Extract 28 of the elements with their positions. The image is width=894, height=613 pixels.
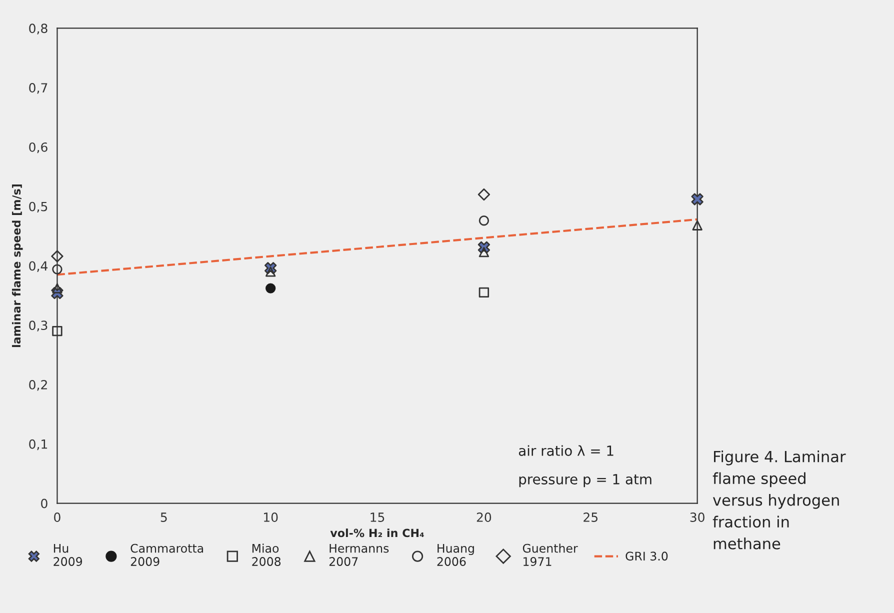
x-tick-label: 30 [690, 512, 704, 522]
y-tick-label: 0,7 [29, 83, 48, 94]
y-tick-label: 0,5 [29, 202, 48, 213]
annotation: air ratio λ = 1 [518, 445, 614, 456]
legend-label: Huang 2006 [437, 544, 474, 566]
annotation: pressure p = 1 atm [519, 474, 652, 488]
y-tick-label: 0,4 [29, 261, 48, 272]
legend-label: Hu 2009 [54, 544, 82, 566]
y-tick-label: 0,6 [29, 142, 48, 154]
y-tick-label: 0 [41, 498, 48, 508]
y-tick-label: 0,3 [29, 320, 48, 332]
legend-label: Cammarotta 2009 [130, 544, 204, 566]
y-tick-label: 0,8 [29, 24, 48, 34]
caption: Figure 4. Laminar flame speed versus hydrogen fraction in methane [712, 450, 846, 550]
legend-label: Hermanns 2007 [329, 544, 389, 566]
y-tick-label: 0,1 [29, 439, 48, 450]
x-tick-label: 15 [370, 512, 384, 522]
x-tick-label: 0 [54, 512, 60, 522]
x-tick-label: 5 [160, 512, 167, 522]
y-tick-label: 0,2 [29, 380, 47, 391]
x-tick-label: 20 [476, 512, 492, 522]
x-tick-label: 10 [264, 512, 278, 522]
x-tick-label: 25 [584, 512, 598, 522]
y-axis-title: laminar flame speed [m/s] [12, 184, 23, 348]
legend-label: GRI 3.0 [626, 552, 668, 561]
legend-label: Miao 2008 [252, 544, 281, 566]
legend-label: Guenther 1971 [522, 544, 578, 566]
x-axis-title: vol-% H₂ in CH₄ [330, 528, 424, 538]
